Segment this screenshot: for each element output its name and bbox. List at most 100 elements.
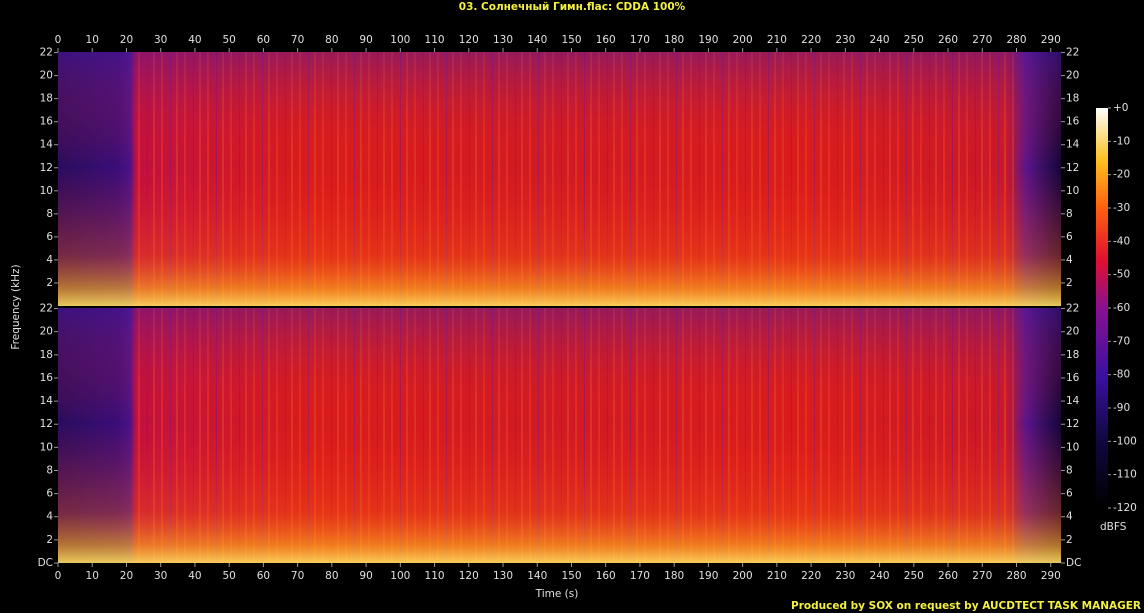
chart-title: 03. Солнечный Гимн.flac: CDDA 100% <box>459 1 686 13</box>
colorbar-tick-label: -90 <box>1113 402 1130 414</box>
y-tick-label: 14 <box>40 139 54 151</box>
x-tick-label-top: 210 <box>767 34 787 46</box>
x-tick-label: 30 <box>154 570 167 582</box>
y-tick-label: 14 <box>40 395 54 407</box>
y-tick-label: 2 <box>46 534 53 546</box>
y-axis-label: Frequency (kHz) <box>10 264 22 349</box>
x-tick-label: 110 <box>425 570 445 582</box>
x-tick-label: 10 <box>86 570 99 582</box>
x-tick-label: 280 <box>1006 570 1026 582</box>
x-tick-label: 130 <box>493 570 513 582</box>
y-tick-label: 8 <box>46 464 53 476</box>
x-tick-label: 70 <box>291 570 304 582</box>
colorbar-tick-label: -60 <box>1113 302 1130 314</box>
y-tick-label-right: 18 <box>1066 349 1079 361</box>
colorbar-tick-label: -70 <box>1113 335 1130 347</box>
y-tick-label-right: 6 <box>1066 488 1073 500</box>
x-tick-label: 190 <box>698 570 718 582</box>
x-tick-label-top: 120 <box>459 34 479 46</box>
y-tick-label-right: 10 <box>1066 185 1079 197</box>
x-tick-label-top: 130 <box>493 34 513 46</box>
y-tick-label: 2 <box>46 277 53 289</box>
x-tick-label-top: 290 <box>1041 34 1061 46</box>
x-tick-label-top: 80 <box>325 34 338 46</box>
y-tick-label-right: 2 <box>1066 277 1073 289</box>
x-tick-label-top: 100 <box>390 34 410 46</box>
x-tick-label: 260 <box>938 570 958 582</box>
x-tick-label-top: 200 <box>733 34 753 46</box>
y-tick-label-right: 8 <box>1066 208 1073 220</box>
y-tick-label-right: 12 <box>1066 162 1079 174</box>
x-tick-label: 230 <box>835 570 855 582</box>
colorbar-tick-label: +0 <box>1113 102 1128 114</box>
x-tick-label: 250 <box>904 570 924 582</box>
x-tick-label: 150 <box>561 570 581 582</box>
y-tick-label-right: 14 <box>1066 139 1080 151</box>
spectrogram-panel-bottom <box>58 308 1061 563</box>
x-tick-label: 160 <box>596 570 616 582</box>
y-tick-label: 10 <box>40 441 53 453</box>
x-tick-label-top: 150 <box>561 34 581 46</box>
y-tick-label-right: 22 <box>1066 47 1079 59</box>
x-tick-label-top: 280 <box>1006 34 1026 46</box>
x-tick-label: 240 <box>870 570 890 582</box>
colorbar-tick-label: -80 <box>1113 369 1130 381</box>
x-tick-label: 140 <box>527 570 547 582</box>
x-tick-label-top: 0 <box>55 34 62 46</box>
x-tick-label: 20 <box>120 570 133 582</box>
x-tick-label-top: 240 <box>870 34 890 46</box>
x-tick-label: 0 <box>55 570 62 582</box>
y-tick-label-right: 12 <box>1066 418 1079 430</box>
x-tick-label: 210 <box>767 570 787 582</box>
x-tick-label-top: 50 <box>222 34 235 46</box>
x-tick-label: 120 <box>459 570 479 582</box>
x-tick-label-top: 40 <box>188 34 201 46</box>
colorbar-tick-label: -110 <box>1113 469 1137 481</box>
colorbar <box>1096 108 1108 508</box>
x-tick-label-top: 250 <box>904 34 924 46</box>
y-tick-label: 12 <box>40 418 53 430</box>
y-tick-label: 18 <box>40 93 53 105</box>
x-tick-label-top: 260 <box>938 34 958 46</box>
x-tick-label-top: 60 <box>257 34 270 46</box>
y-tick-label: 12 <box>40 162 53 174</box>
y-tick-label-right: 2 <box>1066 534 1073 546</box>
x-tick-label: 80 <box>325 570 338 582</box>
x-tick-label: 50 <box>222 570 235 582</box>
x-tick-label-top: 140 <box>527 34 547 46</box>
colorbar-tick-label: -100 <box>1113 435 1137 447</box>
x-tick-label: 40 <box>188 570 201 582</box>
y-tick-label-right: 4 <box>1066 254 1073 266</box>
y-tick-label-right: 16 <box>1066 116 1080 128</box>
y-tick-label: 22 <box>40 47 53 59</box>
y-tick-label: 16 <box>40 116 54 128</box>
colorbar-tick-label: -20 <box>1113 169 1130 181</box>
y-tick-label: 4 <box>46 511 53 523</box>
x-tick-label-top: 220 <box>801 34 821 46</box>
x-tick-label: 60 <box>257 570 270 582</box>
y-tick-label-right: 10 <box>1066 441 1079 453</box>
x-tick-label: 180 <box>664 570 684 582</box>
y-tick-label: 4 <box>46 254 53 266</box>
y-tick-label-right: 8 <box>1066 464 1073 476</box>
y-tick-label: 20 <box>40 70 53 82</box>
y-tick-label-right: 6 <box>1066 231 1073 243</box>
y-tick-label-right: 20 <box>1066 326 1079 338</box>
y-tick-label: 6 <box>46 231 53 243</box>
x-tick-label-top: 10 <box>86 34 99 46</box>
x-tick-label: 170 <box>630 570 650 582</box>
x-tick-label: 100 <box>390 570 410 582</box>
y-tick-label: DC <box>38 557 53 569</box>
spectrogram-panel-top <box>58 52 1061 306</box>
y-tick-label: 18 <box>40 349 53 361</box>
y-tick-label-right: 14 <box>1066 395 1080 407</box>
x-tick-label-top: 180 <box>664 34 684 46</box>
x-axis-label: Time (s) <box>535 588 579 600</box>
x-tick-label: 90 <box>359 570 372 582</box>
x-tick-label-top: 190 <box>698 34 718 46</box>
y-tick-label: 22 <box>40 303 53 315</box>
x-tick-label: 290 <box>1041 570 1061 582</box>
y-tick-label-right: 20 <box>1066 70 1079 82</box>
y-tick-label-right: 18 <box>1066 93 1079 105</box>
